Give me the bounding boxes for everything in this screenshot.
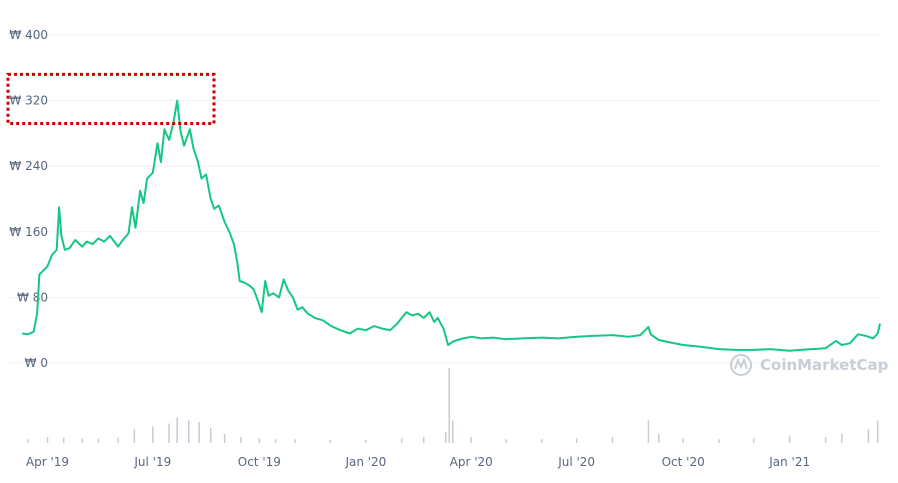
volume-bar <box>168 423 170 443</box>
volume-bar <box>176 417 178 443</box>
volume-bar <box>445 431 447 443</box>
volume-bar <box>62 437 65 443</box>
volume-bar <box>152 426 154 443</box>
volume-bar <box>575 438 578 443</box>
volume-bars <box>27 368 879 443</box>
volume-bar <box>718 439 720 443</box>
volume-bar <box>682 438 684 443</box>
x-tick-label: Jan '20 <box>344 455 386 469</box>
volume-bar <box>117 437 119 443</box>
volume-bar <box>365 440 367 443</box>
volume-bar <box>97 438 100 443</box>
volume-bar <box>824 437 827 443</box>
highlight-box <box>6 72 216 126</box>
volume-bar <box>258 438 261 443</box>
y-axis-ticks: ₩ 0 ₩ 80 ₩ 160 ₩ 240 ₩ 320 ₩ 400 <box>9 28 48 370</box>
y-tick-label: ₩ 0 <box>25 356 48 370</box>
volume-bar <box>81 438 83 443</box>
x-tick-label: Oct '19 <box>238 455 281 469</box>
volume-bar <box>198 422 200 443</box>
volume-bar <box>329 440 331 443</box>
volume-bar <box>423 437 425 443</box>
watermark-label: CoinMarketCap <box>760 356 889 374</box>
volume-bar <box>788 435 791 443</box>
volume-bar <box>274 439 277 443</box>
volume-bar <box>223 434 226 443</box>
volume-bar <box>876 420 879 443</box>
volume-bar <box>541 439 543 443</box>
volume-bar <box>841 434 843 443</box>
y-tick-label: ₩ 320 <box>9 94 48 108</box>
x-tick-label: Apr '20 <box>450 455 493 469</box>
volume-bar <box>611 437 614 443</box>
x-tick-label: Apr '19 <box>26 455 69 469</box>
volume-bar <box>448 368 451 443</box>
volume-bar <box>133 429 136 443</box>
x-tick-label: Jan '21 <box>768 455 810 469</box>
volume-bar <box>187 420 190 443</box>
price-series-line <box>21 99 881 352</box>
volume-bar <box>647 420 650 443</box>
volume-bar <box>209 428 212 443</box>
y-tick-label: ₩ 400 <box>9 28 48 42</box>
volume-bar <box>401 438 403 443</box>
x-tick-label: Jul '20 <box>557 455 595 469</box>
volume-bar <box>240 437 242 443</box>
volume-bar <box>46 437 49 443</box>
x-axis-ticks: Apr '19 Jul '19 Oct '19 Jan '20 Apr '20 Jul '… <box>26 455 810 469</box>
volume-bar <box>470 437 473 443</box>
volume-bar <box>294 439 297 443</box>
x-tick-label: Jul '19 <box>133 455 171 469</box>
volume-bar <box>27 439 29 443</box>
volume-bar <box>451 420 454 443</box>
coinmarketcap-logo-icon <box>730 354 752 376</box>
volume-bar <box>658 434 660 443</box>
volume-bar <box>505 439 507 443</box>
y-tick-label: ₩ 240 <box>9 159 48 173</box>
volume-bar <box>753 438 755 443</box>
y-tick-label: ₩ 80 <box>17 290 48 304</box>
annotations <box>6 72 216 126</box>
volume-bar <box>867 429 870 443</box>
y-tick-label: ₩ 160 <box>9 225 48 239</box>
x-tick-label: Oct '20 <box>662 455 705 469</box>
